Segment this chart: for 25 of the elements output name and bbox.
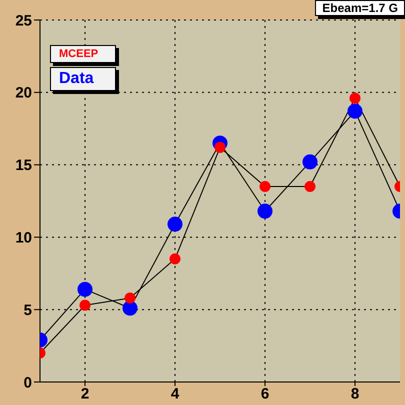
point [350,92,360,104]
x-tick-label: 8 [350,386,360,403]
text: MCEEP [50,45,116,63]
y-tick-label: 25 [15,12,32,30]
point [78,282,92,297]
legend-label: Data [50,67,116,91]
text: Ebeam=1.7 G [315,0,405,16]
point [168,216,182,232]
y-tick-label: 15 [15,157,32,174]
y-tick-label: 5 [24,302,32,319]
x-tick-label: 2 [80,386,90,403]
point [302,154,318,170]
y-tick-label: 20 [15,84,32,102]
point [122,300,138,316]
point [260,181,270,192]
point [80,300,90,311]
point [170,253,180,264]
point [124,292,136,304]
point [304,181,316,192]
x-tick-label: 6 [260,386,270,403]
point [258,204,272,219]
y-tick-label: 10 [15,230,32,247]
x-tick-label: 4 [170,386,180,403]
point [348,104,362,119]
y-tick-label: 0 [24,374,32,392]
